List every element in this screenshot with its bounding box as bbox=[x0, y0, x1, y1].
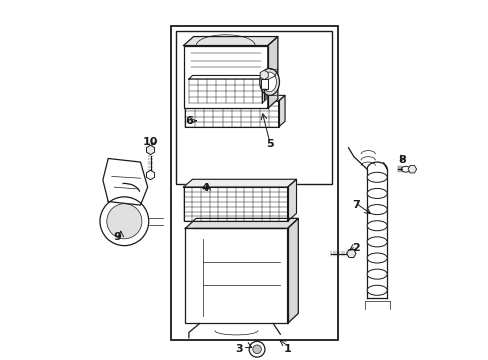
Ellipse shape bbox=[262, 72, 276, 92]
Bar bbox=[260, 79, 267, 89]
Polygon shape bbox=[185, 95, 285, 101]
Circle shape bbox=[249, 341, 264, 357]
Bar bbox=[185, 228, 287, 323]
Polygon shape bbox=[188, 76, 265, 79]
Ellipse shape bbox=[366, 172, 386, 182]
Bar bbox=[185, 101, 278, 127]
Polygon shape bbox=[287, 219, 298, 323]
Text: 1: 1 bbox=[283, 344, 291, 354]
Ellipse shape bbox=[366, 204, 386, 215]
Ellipse shape bbox=[401, 166, 409, 172]
Polygon shape bbox=[278, 95, 285, 127]
Ellipse shape bbox=[366, 269, 386, 279]
Text: 5: 5 bbox=[265, 139, 273, 149]
Ellipse shape bbox=[366, 237, 386, 247]
Polygon shape bbox=[185, 219, 298, 228]
Text: 6: 6 bbox=[184, 116, 192, 126]
Circle shape bbox=[100, 197, 148, 246]
Polygon shape bbox=[183, 37, 277, 45]
Text: 3: 3 bbox=[235, 344, 243, 354]
Ellipse shape bbox=[366, 188, 386, 198]
Polygon shape bbox=[267, 37, 277, 108]
Ellipse shape bbox=[366, 285, 386, 295]
Polygon shape bbox=[183, 179, 296, 187]
Text: 2: 2 bbox=[351, 243, 359, 253]
Polygon shape bbox=[287, 179, 296, 221]
Bar bbox=[176, 31, 332, 184]
Text: 10: 10 bbox=[142, 138, 158, 147]
Text: 8: 8 bbox=[398, 155, 406, 165]
Ellipse shape bbox=[366, 221, 386, 231]
Ellipse shape bbox=[259, 68, 279, 95]
Circle shape bbox=[106, 204, 142, 239]
Ellipse shape bbox=[366, 253, 386, 263]
Bar bbox=[183, 45, 267, 108]
Polygon shape bbox=[262, 76, 265, 103]
Text: 9: 9 bbox=[113, 232, 121, 242]
Text: 4: 4 bbox=[201, 183, 208, 193]
Bar bbox=[183, 187, 287, 221]
Text: 7: 7 bbox=[351, 200, 359, 210]
Circle shape bbox=[252, 345, 261, 354]
Bar bbox=[171, 26, 337, 339]
Bar bbox=[188, 79, 262, 103]
